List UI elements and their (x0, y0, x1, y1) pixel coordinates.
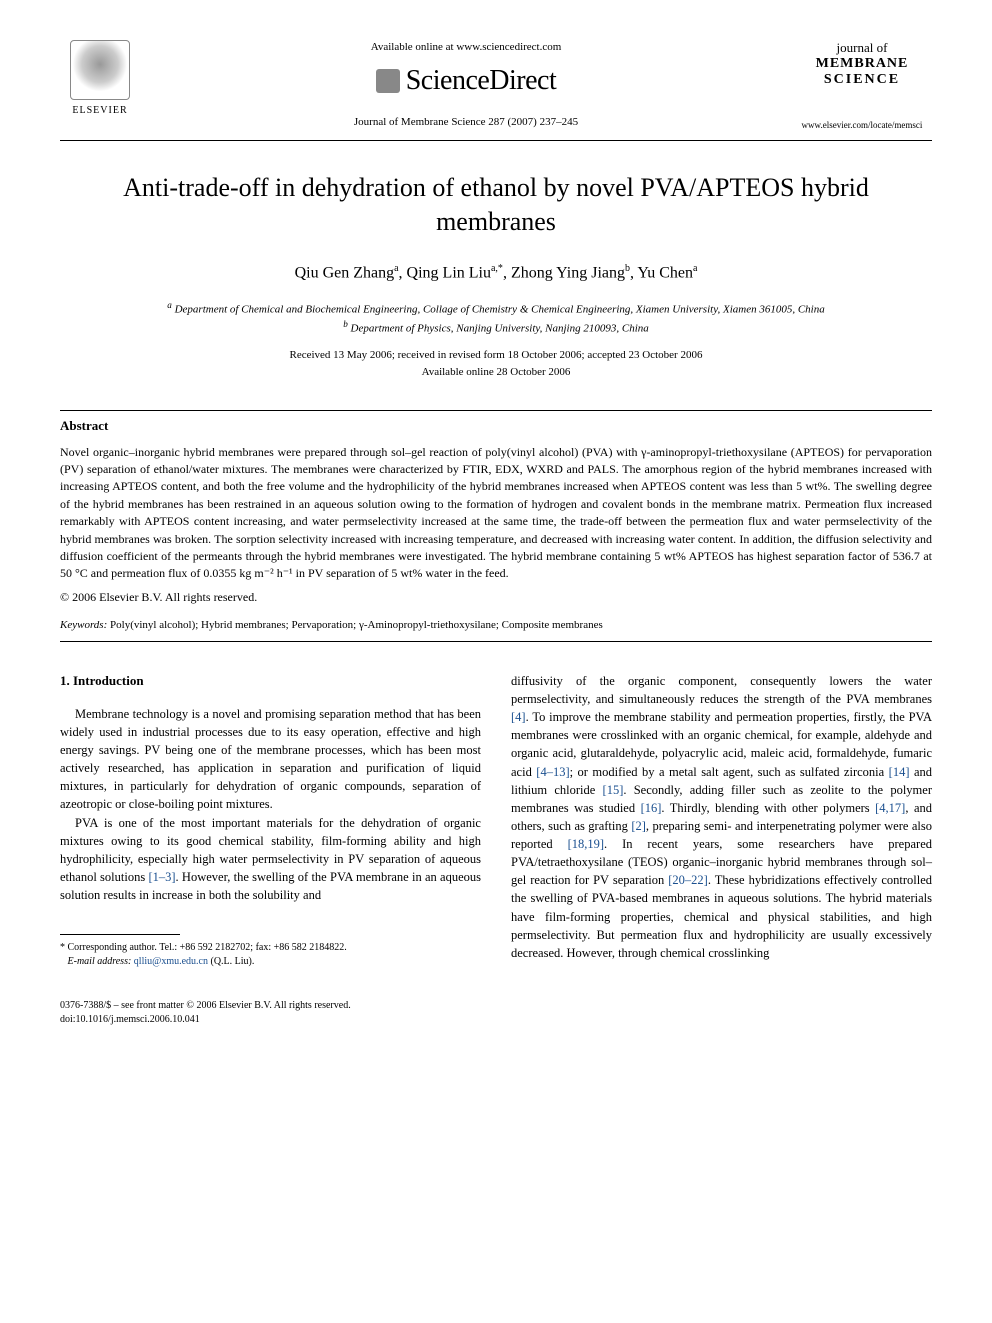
affiliations: a Department of Chemical and Biochemical… (60, 299, 932, 337)
authors-list: Qiu Gen Zhanga, Qing Lin Liua,*, Zhong Y… (60, 262, 932, 285)
left-column: 1. Introduction Membrane technology is a… (60, 672, 481, 969)
elsevier-label: ELSEVIER (60, 104, 140, 118)
center-header: Available online at www.sciencedirect.co… (140, 40, 792, 130)
keywords: Keywords: Poly(vinyl alcohol); Hybrid me… (60, 618, 932, 633)
email-link[interactable]: qlliu@xmu.edu.cn (134, 956, 208, 967)
keywords-label: Keywords: (60, 619, 107, 631)
footnote-divider (60, 934, 180, 935)
intro-p2-cont: diffusivity of the organic component, co… (511, 672, 932, 962)
journal-name-line2: MEMBRANE (792, 56, 932, 73)
ref-link-15[interactable]: [15] (603, 783, 624, 797)
affiliation-b: b Department of Physics, Nanjing Univers… (60, 318, 932, 337)
journal-name-line3: SCIENCE (792, 72, 932, 89)
ref-link-4[interactable]: [4] (511, 710, 526, 724)
sciencedirect-text: ScienceDirect (406, 61, 557, 100)
ref-link-4-13[interactable]: [4–13] (536, 765, 569, 779)
journal-name: journal of MEMBRANE SCIENCE (792, 40, 932, 89)
journal-branding: journal of MEMBRANE SCIENCE www.elsevier… (792, 40, 932, 132)
abstract-copyright: © 2006 Elsevier B.V. All rights reserved… (60, 589, 932, 606)
ref-link-18-19[interactable]: [18,19] (568, 837, 604, 851)
received-date: Received 13 May 2006; received in revise… (60, 347, 932, 364)
abstract-heading: Abstract (60, 417, 932, 435)
right-column: diffusivity of the organic component, co… (511, 672, 932, 969)
ref-link-4-17[interactable]: [4,17] (875, 801, 905, 815)
elsevier-tree-icon (70, 40, 130, 100)
page-header: ELSEVIER Available online at www.science… (60, 40, 932, 132)
doi-line: doi:10.1016/j.memsci.2006.10.041 (60, 1013, 932, 1027)
elsevier-logo: ELSEVIER (60, 40, 140, 118)
abstract-bottom-rule (60, 641, 932, 642)
intro-p1: Membrane technology is a novel and promi… (60, 705, 481, 814)
keywords-text: Poly(vinyl alcohol); Hybrid membranes; P… (110, 619, 603, 631)
intro-p2: PVA is one of the most important materia… (60, 814, 481, 905)
intro-heading: 1. Introduction (60, 672, 481, 691)
journal-name-line1: journal of (792, 40, 932, 56)
article-title: Anti-trade-off in dehydration of ethanol… (60, 171, 932, 239)
page-footer: 0376-7388/$ – see front matter © 2006 El… (60, 999, 932, 1027)
ref-link-20-22[interactable]: [20–22] (668, 873, 708, 887)
ref-link-16[interactable]: [16] (641, 801, 662, 815)
header-divider (60, 140, 932, 141)
abstract-text: Novel organic–inorganic hybrid membranes… (60, 444, 932, 583)
ref-link-14[interactable]: [14] (889, 765, 910, 779)
ref-link-1-3[interactable]: [1–3] (148, 870, 175, 884)
sciencedirect-brand: ScienceDirect (160, 61, 772, 100)
article-dates: Received 13 May 2006; received in revise… (60, 347, 932, 380)
affiliation-a: a Department of Chemical and Biochemical… (60, 299, 932, 318)
journal-url: www.elsevier.com/locate/memsci (792, 119, 932, 132)
corresponding-author: * Corresponding author. Tel.: +86 592 21… (60, 941, 481, 955)
abstract-top-rule (60, 410, 932, 411)
corresponding-footnote: * Corresponding author. Tel.: +86 592 21… (60, 941, 481, 969)
online-date: Available online 28 October 2006 (60, 364, 932, 381)
body-columns: 1. Introduction Membrane technology is a… (60, 672, 932, 969)
sciencedirect-icon (376, 69, 400, 93)
issn-line: 0376-7388/$ – see front matter © 2006 El… (60, 999, 932, 1013)
ref-link-2[interactable]: [2] (631, 819, 646, 833)
available-online-text: Available online at www.sciencedirect.co… (160, 40, 772, 55)
journal-reference: Journal of Membrane Science 287 (2007) 2… (160, 115, 772, 130)
corresponding-email: E-mail address: qlliu@xmu.edu.cn (Q.L. L… (60, 955, 481, 969)
